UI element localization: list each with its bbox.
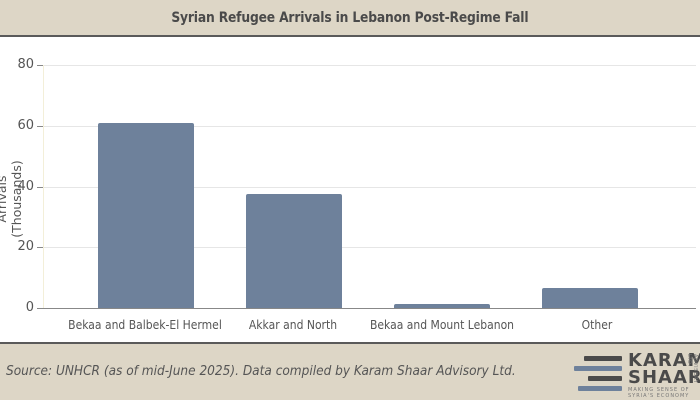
logo-tagline: SYRIA'S ECONOMY — [628, 393, 690, 399]
karam-shaar-logo: KARAM SHAAR MAKING SENSE OF SYRIA'S ECON… — [572, 350, 700, 399]
gridline-40 — [43, 187, 696, 188]
bar — [394, 303, 490, 308]
gridline-80 — [43, 65, 696, 66]
y-tick — [37, 126, 43, 127]
x-tick-label: Akkar and North — [248, 318, 338, 332]
source-note: Source: UNHCR (as of mid-June 2025). Dat… — [6, 363, 516, 379]
x-axis-line — [37, 308, 696, 309]
bar — [542, 287, 638, 308]
logo-text-shaar: SHAAR — [628, 367, 700, 388]
chart-header: Syrian Refugee Arrivals in Lebanon Post-… — [0, 0, 700, 37]
chart-footer: Source: UNHCR (as of mid-June 2025). Dat… — [0, 342, 700, 400]
y-tick-label: 60 — [17, 118, 34, 133]
logo-bar-icon — [574, 366, 622, 371]
logo-text-karam: KARAM — [628, 350, 700, 371]
x-tick-label: Bekaa and Mount Lebanon — [369, 318, 515, 332]
y-tick-label: 0 — [25, 300, 34, 315]
y-tick-label: 80 — [17, 57, 34, 72]
y-axis-label: Arrivals (Thousands) — [0, 160, 24, 238]
logo-bar-icon — [588, 376, 622, 381]
y-tick-label: 20 — [17, 239, 34, 254]
y-tick — [37, 187, 43, 188]
chart-title: Syrian Refugee Arrivals in Lebanon Post-… — [171, 9, 529, 26]
logo-bar-icon — [578, 386, 622, 391]
x-tick-label: Bekaa and Balbek-El Hermel — [68, 318, 222, 332]
x-tick-label: Other — [581, 318, 613, 332]
bar — [246, 194, 342, 308]
gridline-20 — [43, 247, 696, 248]
bar — [98, 123, 194, 308]
y-tick — [37, 247, 43, 248]
logo-tagline: MAKING SENSE OF — [628, 387, 690, 393]
logo-bar-icon — [584, 356, 622, 361]
y-tick — [37, 65, 43, 66]
y-axis-line — [43, 65, 44, 308]
logo-vertical-text: ADVISORY LTD. — [686, 354, 698, 384]
y-tick-label: 40 — [17, 179, 34, 194]
gridline-60 — [43, 126, 696, 127]
